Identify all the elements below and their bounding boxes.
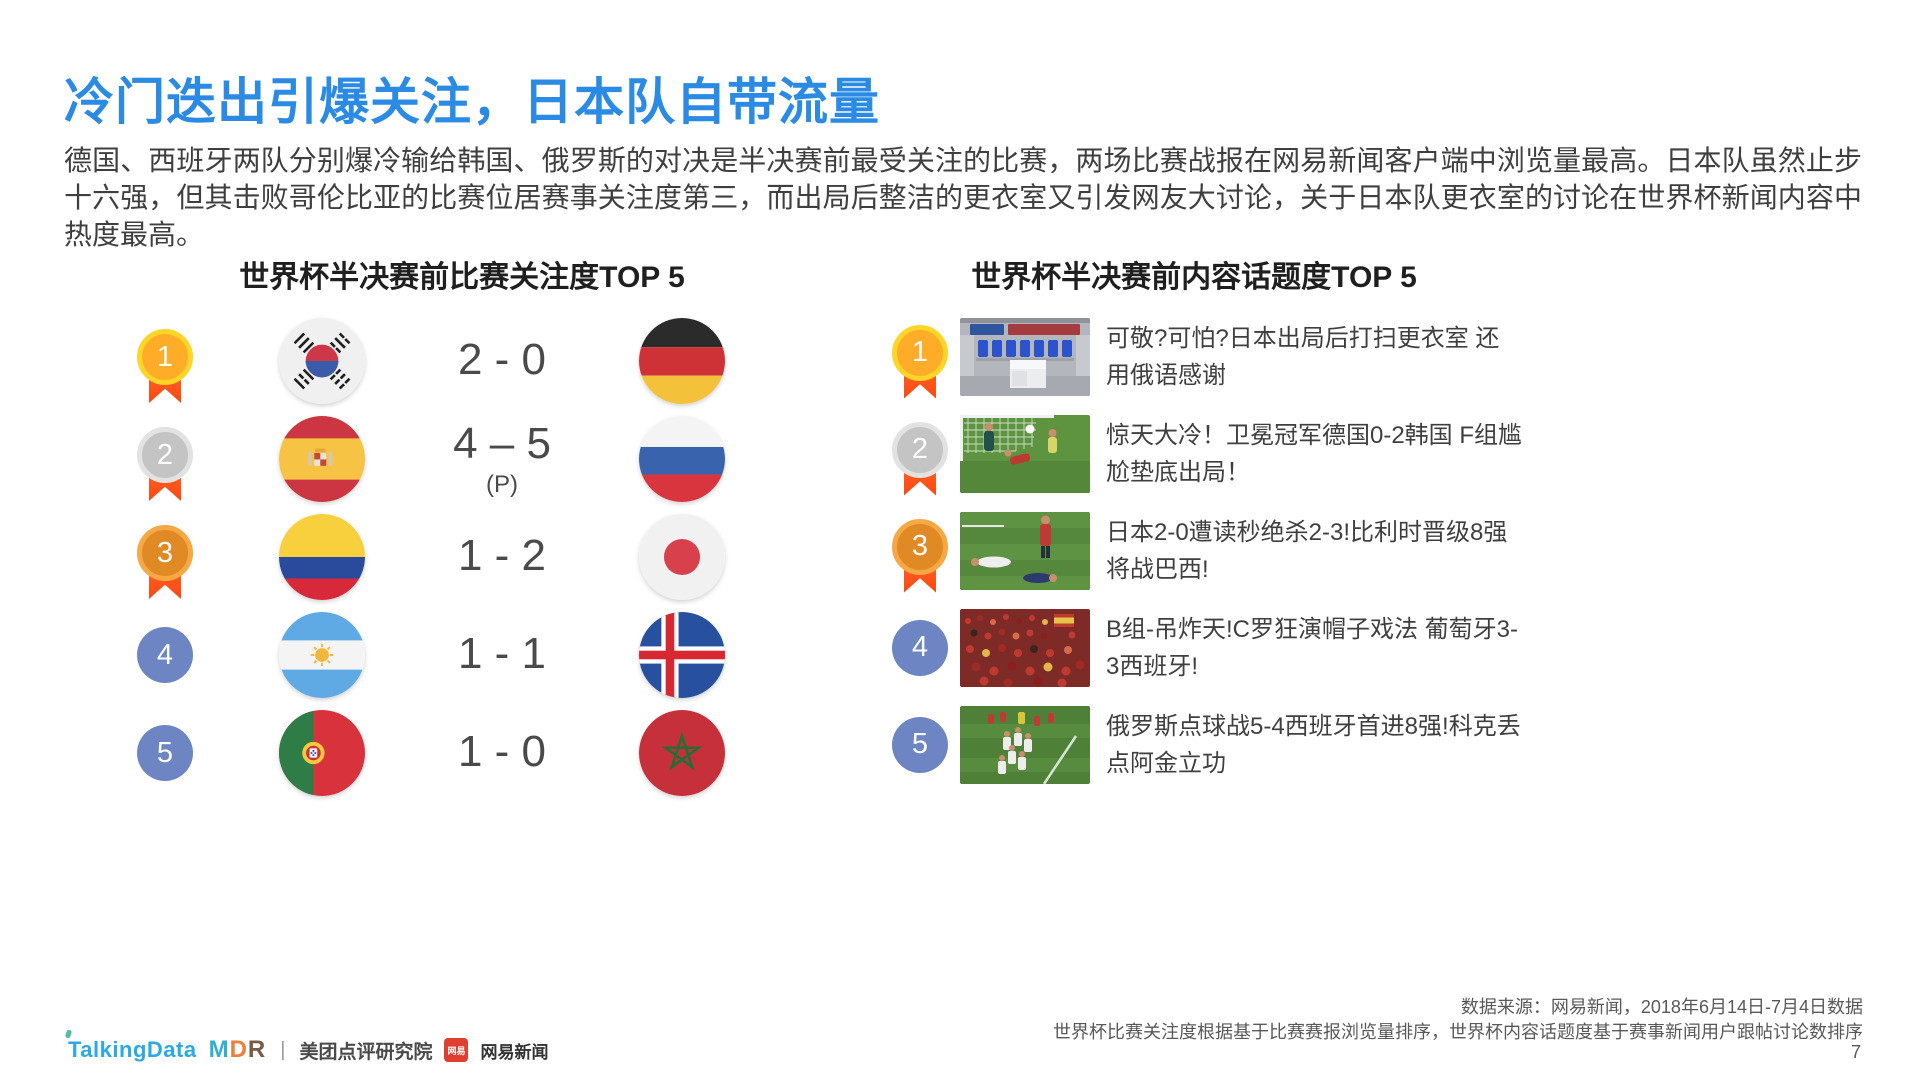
japan-locker-room-thumbnail — [960, 317, 1090, 396]
match-row-1: 1 2 - 0 — [125, 312, 799, 410]
morocco-flag-icon — [639, 710, 725, 796]
topic-headline: 日本2-0遭读秒绝杀2-3!比利时晋级8强将战巴西! — [1106, 518, 1508, 583]
rank-number: 2 — [137, 427, 193, 483]
left-section-title: 世界杯半决赛前比赛关注度TOP 5 — [239, 261, 685, 294]
netease-news-logo: 网易新闻 — [480, 1042, 549, 1062]
topic-headline: 可敬?可怕?日本出局后打扫更衣室 还用俄语感谢 — [1106, 324, 1500, 389]
intro-paragraph: 德国、西班牙两队分别爆冷输给韩国、俄罗斯的对决是半决赛前最受关注的比赛，两场比赛… — [64, 145, 1862, 250]
rank-number: 4 — [137, 627, 193, 683]
rank-number: 5 — [137, 725, 193, 781]
page-number: 7 — [1850, 1042, 1861, 1062]
logo-divider: | — [280, 1038, 286, 1061]
rank-2-medal-icon: 2 — [892, 421, 948, 502]
match-row-3: 3 1 - 2 — [125, 508, 799, 606]
talkingdata-logo: TalkingData — [64, 1029, 197, 1063]
score-note: (P) — [486, 471, 518, 498]
iceland-flag-icon — [639, 612, 725, 698]
rank-number: 2 — [892, 421, 948, 478]
match-score: 4 – 5 — [453, 419, 551, 468]
russia-flag-icon — [639, 416, 725, 502]
topic-headline: B组-吊炸天!C罗狂演帽子戏法 葡萄牙3-3西班牙! — [1106, 615, 1519, 680]
topic-row-3: 3 日本2-0遭读秒绝杀2-3!比利时晋级8强将战巴西! — [880, 502, 1522, 599]
match-score: 1 - 2 — [457, 531, 547, 580]
match-attention-table: 1 2 - 0 — [125, 312, 799, 802]
japan-belgium-pitch-thumbnail — [960, 511, 1090, 590]
right-section-title: 世界杯半决赛前内容话题度TOP 5 — [971, 261, 1417, 294]
rank-number: 3 — [892, 518, 948, 575]
south-korea-flag-icon — [279, 318, 365, 404]
argentina-flag-icon — [279, 612, 365, 698]
rank-4-medal-icon: 4 — [137, 627, 193, 683]
portugal-spain-fans-thumbnail — [960, 608, 1090, 687]
topic-row-2: 2 惊天大冷！卫冕冠军德国0-2韩国 F组尴尬垫底出局！ — [880, 405, 1522, 502]
rank-number: 3 — [137, 525, 193, 581]
rank-5-medal-icon: 5 — [892, 716, 948, 773]
topic-row-4: 4 B组-吊炸天!C罗狂演帽子戏法 葡萄牙3-3西班牙! — [880, 599, 1522, 696]
netease-badge-icon: 网易 — [444, 1038, 469, 1062]
data-source-note: 数据来源：网易新闻，2018年6月14日-7月4日数据 世界杯比赛关注度根据基于… — [763, 995, 1863, 1045]
mdr-logo: MDR — [208, 1036, 267, 1063]
colombia-flag-icon — [279, 514, 365, 600]
match-score: 1 - 1 — [457, 629, 547, 678]
rank-1-medal-icon: 1 — [892, 324, 948, 405]
rank-1-medal-icon: 1 — [137, 329, 193, 409]
topic-headline: 惊天大冷！卫冕冠军德国0-2韩国 F组尴尬垫底出局！ — [1106, 421, 1523, 486]
match-score: 2 - 0 — [457, 335, 547, 384]
topic-row-5: 5 俄罗斯点球战5-4 — [880, 696, 1522, 793]
match-row-4: 4 1 - 1 — [125, 606, 799, 704]
japan-flag-icon — [639, 514, 725, 600]
data-source-line2: 世界杯比赛关注度根据基于比赛赛报浏览量排序，世界杯内容话题度基于赛事新闻用户跟帖… — [1053, 1022, 1863, 1042]
russia-spain-celebration-thumbnail — [960, 705, 1090, 784]
rank-4-medal-icon: 4 — [892, 619, 948, 676]
germany-flag-icon — [639, 318, 725, 404]
meituan-dianping-institute-logo: 美团点评研究院 — [299, 1041, 433, 1063]
match-row-2: 2 4 – 5 — [125, 410, 799, 508]
germany-korea-goal-thumbnail — [960, 414, 1090, 493]
topic-row-1: 1 可敬?可怕?日本出局后打扫更衣室 还用俄语感谢 — [880, 308, 1522, 405]
rank-5-medal-icon: 5 — [137, 725, 193, 781]
match-row-5: 5 1 - 0 — [125, 704, 799, 802]
rank-3-medal-icon: 3 — [137, 525, 193, 605]
rank-number: 1 — [137, 329, 193, 385]
topic-headline: 俄罗斯点球战5-4西班牙首进8强!科克丢点阿金立功 — [1106, 712, 1521, 777]
data-source-line1: 数据来源：网易新闻，2018年6月14日-7月4日数据 — [1460, 997, 1863, 1017]
footer-logos: TalkingData MDR | 美团点评研究院 网易 网易新闻 — [64, 1029, 549, 1064]
spain-flag-icon — [279, 416, 365, 502]
rank-3-medal-icon: 3 — [892, 518, 948, 599]
page-title: 冷门迭出引爆关注，日本队自带流量 — [64, 74, 880, 130]
rank-2-medal-icon: 2 — [137, 427, 193, 507]
content-topic-table: 1 可敬?可怕?日本出局后打扫更衣室 还用俄语感谢 — [880, 308, 1522, 793]
rank-number: 5 — [892, 716, 948, 773]
match-score: 1 - 0 — [457, 727, 547, 776]
rank-number: 4 — [892, 619, 948, 676]
portugal-flag-icon — [279, 710, 365, 796]
rank-number: 1 — [892, 324, 948, 381]
